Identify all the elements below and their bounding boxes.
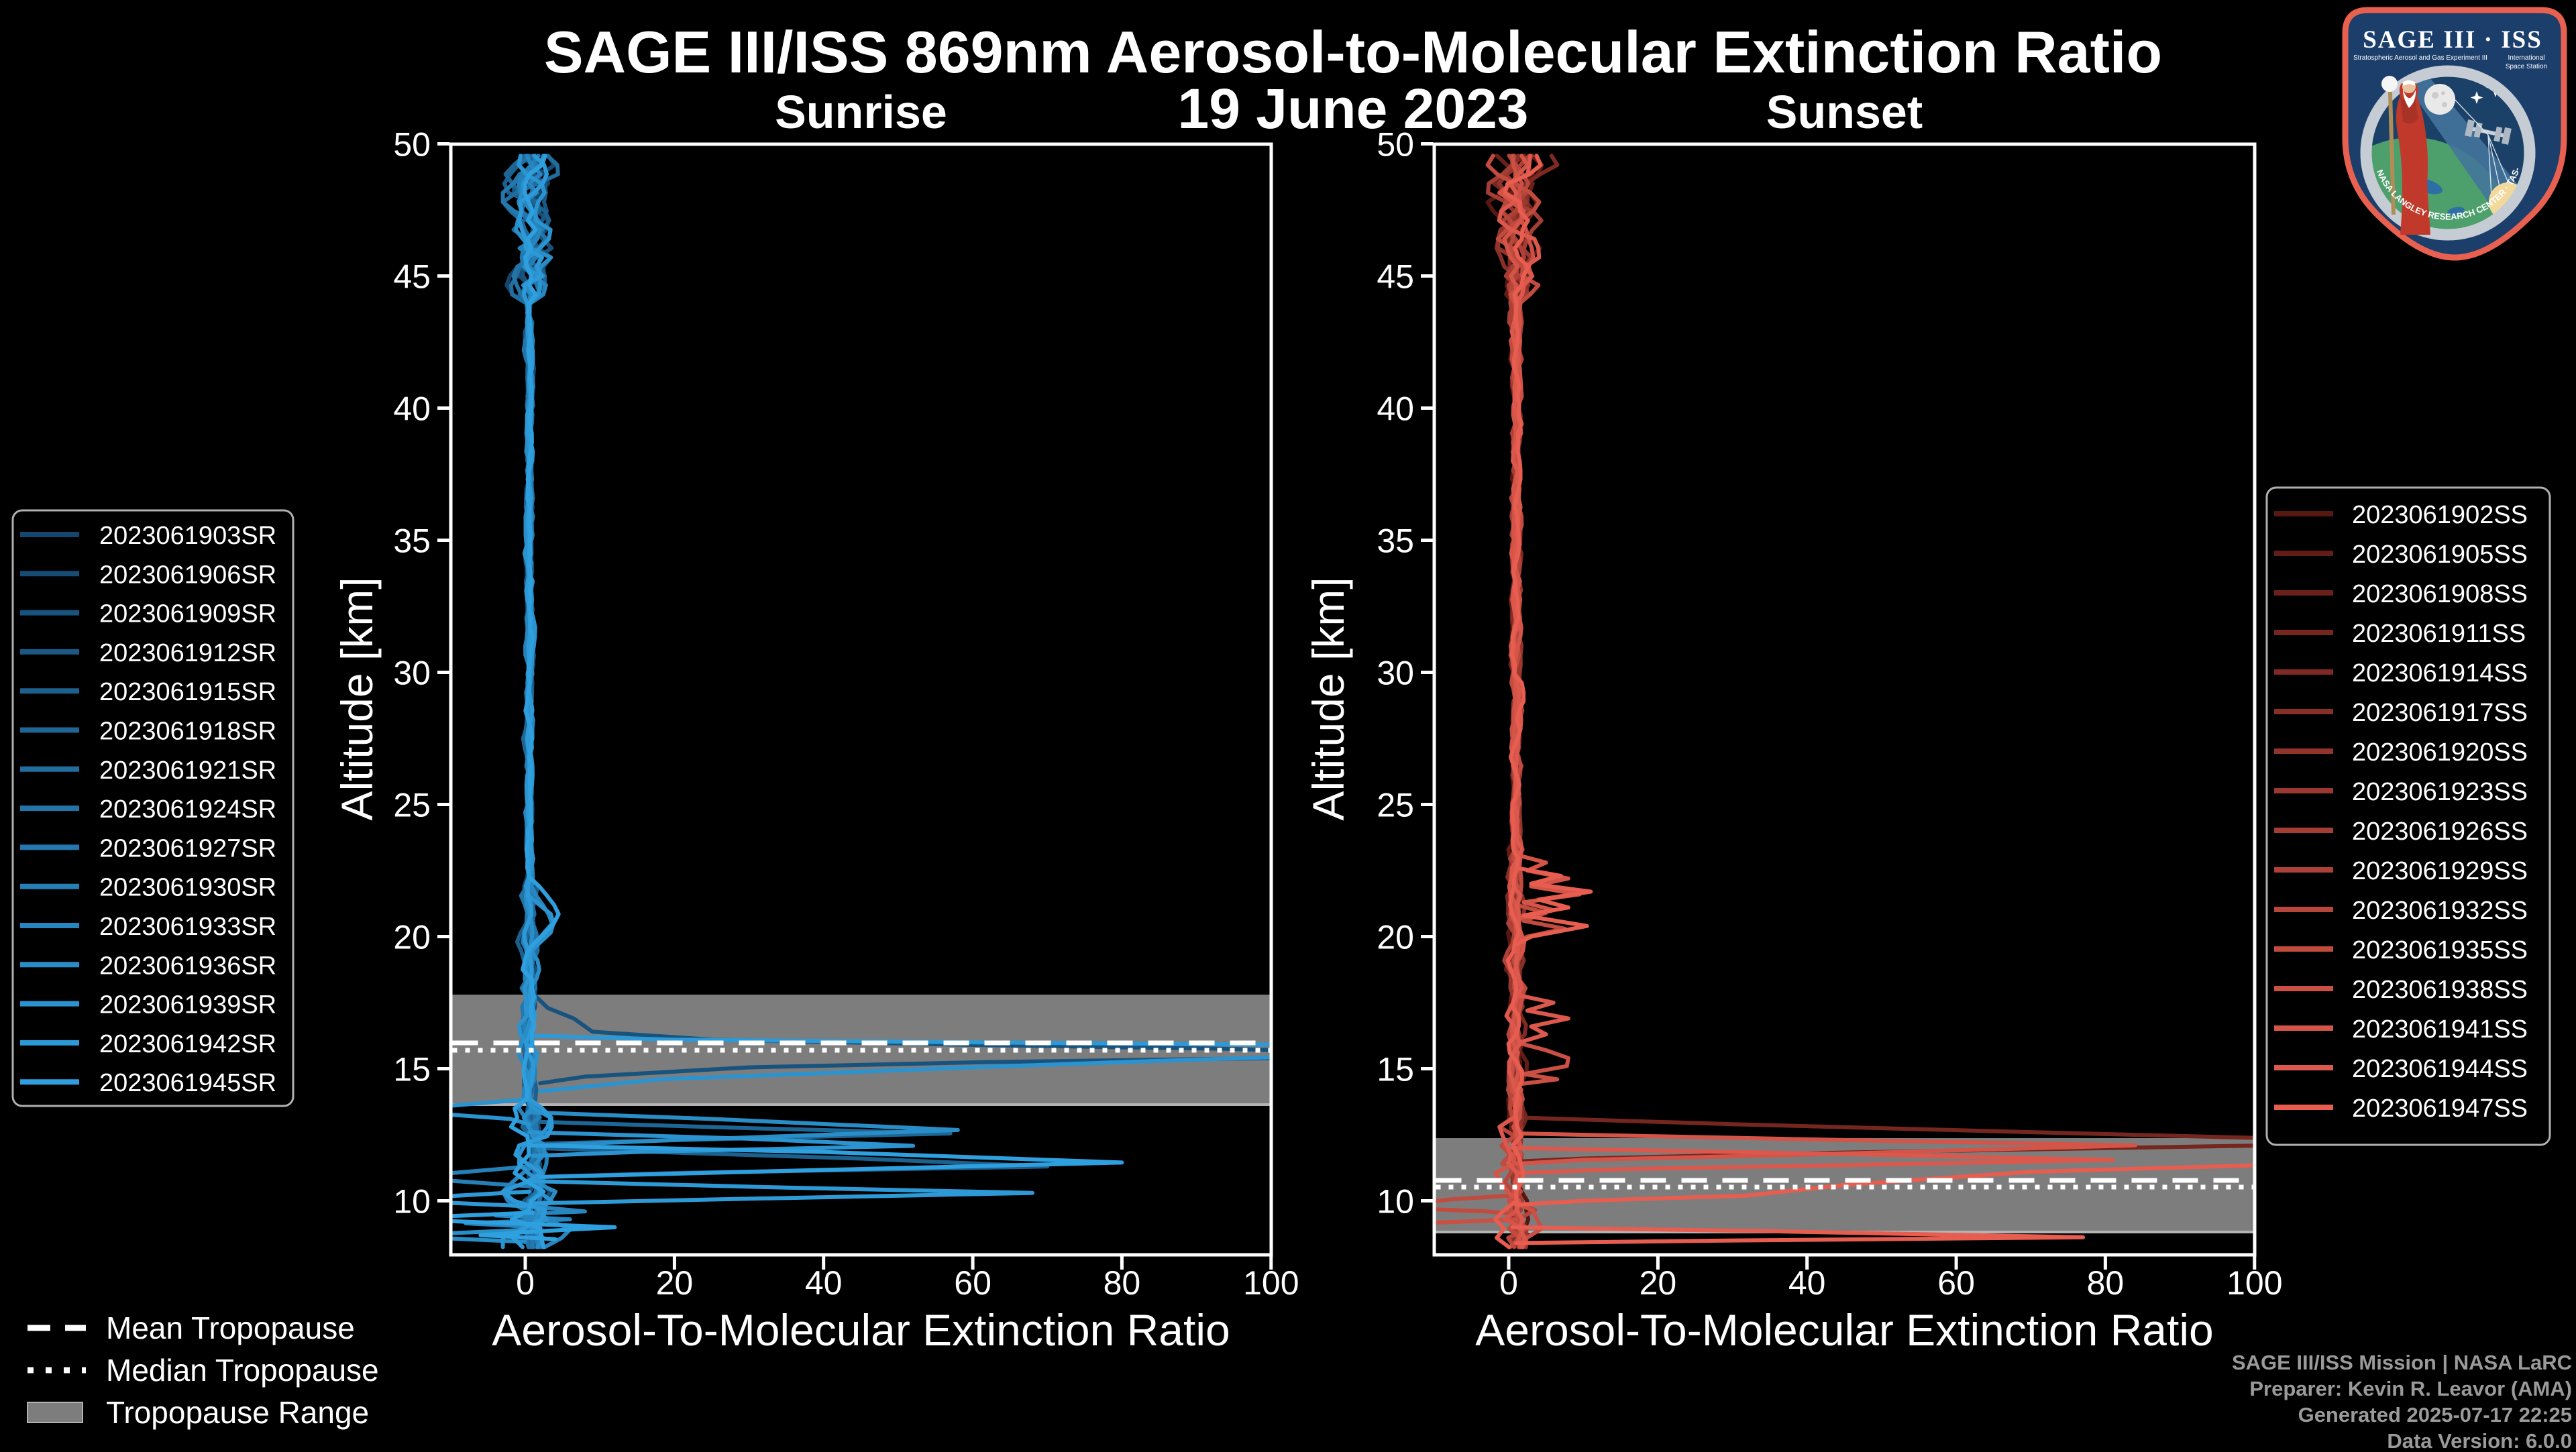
svg-text:20: 20 — [656, 1264, 694, 1302]
svg-text:2023061908SS: 2023061908SS — [2352, 580, 2528, 608]
svg-text:2023061926SS: 2023061926SS — [2352, 818, 2528, 846]
svg-text:40: 40 — [393, 390, 431, 428]
svg-text:2023061933SR: 2023061933SR — [99, 913, 276, 941]
svg-text:2023061905SS: 2023061905SS — [2352, 541, 2528, 569]
svg-text:19 June 2023: 19 June 2023 — [1177, 77, 1528, 140]
svg-text:0: 0 — [516, 1264, 535, 1302]
svg-text:SAGE III · ISS: SAGE III · ISS — [2363, 26, 2542, 54]
svg-text:Generated 2025-07-17 22:25: Generated 2025-07-17 22:25 — [2298, 1403, 2572, 1427]
svg-text:2023061944SS: 2023061944SS — [2352, 1055, 2528, 1083]
svg-text:2023061906SR: 2023061906SR — [99, 561, 276, 589]
svg-text:2023061941SS: 2023061941SS — [2352, 1015, 2528, 1044]
svg-text:2023061929SS: 2023061929SS — [2352, 857, 2528, 885]
svg-text:2023061930SR: 2023061930SR — [99, 874, 276, 902]
svg-text:2023061927SR: 2023061927SR — [99, 834, 276, 862]
svg-text:2023061902SS: 2023061902SS — [2352, 501, 2528, 529]
svg-text:2023061932SS: 2023061932SS — [2352, 897, 2528, 925]
svg-text:Sunrise: Sunrise — [775, 86, 947, 138]
svg-text:2023061939SR: 2023061939SR — [99, 991, 276, 1019]
svg-text:100: 100 — [2226, 1264, 2282, 1302]
svg-text:SAGE III/ISS 869nm Aerosol-to-: SAGE III/ISS 869nm Aerosol-to-Molecular … — [544, 19, 2162, 85]
svg-text:45: 45 — [393, 258, 431, 296]
svg-text:2023061923SS: 2023061923SS — [2352, 778, 2528, 806]
svg-text:Median Tropopause: Median Tropopause — [106, 1353, 379, 1388]
svg-text:30: 30 — [393, 655, 431, 692]
svg-text:60: 60 — [1937, 1264, 1975, 1302]
svg-text:2023061920SS: 2023061920SS — [2352, 738, 2528, 767]
svg-text:35: 35 — [393, 522, 431, 560]
svg-text:15: 15 — [393, 1051, 431, 1088]
svg-text:80: 80 — [1104, 1264, 1141, 1302]
svg-text:Stratospheric Aerosol and Gas: Stratospheric Aerosol and Gas Experiment… — [2353, 54, 2487, 62]
svg-text:45: 45 — [1377, 258, 1414, 296]
svg-text:25: 25 — [393, 787, 431, 824]
svg-text:Mean Tropopause: Mean Tropopause — [106, 1310, 355, 1345]
svg-text:2023061942SR: 2023061942SR — [99, 1030, 276, 1058]
svg-text:2023061917SS: 2023061917SS — [2352, 699, 2528, 727]
svg-text:2023061935SS: 2023061935SS — [2352, 936, 2528, 964]
svg-text:2023061936SR: 2023061936SR — [99, 952, 276, 980]
svg-text:2023061911SS: 2023061911SS — [2352, 620, 2526, 648]
svg-text:Aerosol-To-Molecular Extinctio: Aerosol-To-Molecular Extinction Ratio — [492, 1305, 1230, 1355]
svg-text:0: 0 — [1499, 1264, 1518, 1302]
svg-text:2023061924SR: 2023061924SR — [99, 795, 276, 824]
svg-text:2023061945SR: 2023061945SR — [99, 1069, 276, 1097]
svg-text:25: 25 — [1377, 787, 1414, 824]
svg-text:Altitude [km]: Altitude [km] — [1303, 577, 1353, 820]
svg-text:40: 40 — [1788, 1264, 1826, 1302]
svg-text:30: 30 — [1377, 655, 1414, 692]
svg-text:10: 10 — [1377, 1183, 1414, 1221]
svg-text:50: 50 — [393, 126, 431, 164]
svg-text:2023061915SR: 2023061915SR — [99, 678, 276, 706]
svg-text:2023061947SS: 2023061947SS — [2352, 1095, 2528, 1123]
svg-text:2023061921SR: 2023061921SR — [99, 757, 276, 785]
svg-text:Preparer: Kevin R. Leavor (AMA: Preparer: Kevin R. Leavor (AMA) — [2249, 1377, 2572, 1400]
svg-text:50: 50 — [1377, 126, 1414, 164]
svg-text:20: 20 — [393, 919, 431, 956]
svg-text:60: 60 — [954, 1264, 991, 1302]
svg-text:Altitude [km]: Altitude [km] — [332, 577, 382, 820]
svg-text:40: 40 — [1377, 390, 1414, 428]
svg-text:40: 40 — [805, 1264, 843, 1302]
svg-text:20: 20 — [1377, 919, 1414, 956]
svg-text:2023061918SR: 2023061918SR — [99, 718, 276, 746]
svg-text:Sunset: Sunset — [1766, 86, 1923, 138]
svg-text:Aerosol-To-Molecular Extinctio: Aerosol-To-Molecular Extinction Ratio — [1475, 1305, 2213, 1355]
svg-text:SAGE III/ISS Mission | NASA La: SAGE III/ISS Mission | NASA LaRC — [2232, 1351, 2572, 1374]
svg-text:Tropopause Range: Tropopause Range — [106, 1395, 369, 1430]
svg-text:Space Station: Space Station — [2506, 63, 2547, 70]
svg-text:Data Version: 6.0.0: Data Version: 6.0.0 — [2387, 1429, 2572, 1449]
svg-text:2023061909SR: 2023061909SR — [99, 600, 276, 628]
svg-text:2023061938SS: 2023061938SS — [2352, 976, 2528, 1004]
svg-text:100: 100 — [1243, 1264, 1299, 1302]
svg-text:35: 35 — [1377, 522, 1414, 560]
svg-text:International: International — [2508, 54, 2544, 62]
svg-text:80: 80 — [2087, 1264, 2125, 1302]
svg-text:2023061912SR: 2023061912SR — [99, 639, 276, 667]
svg-text:2023061914SS: 2023061914SS — [2352, 659, 2528, 687]
svg-text:2023061903SR: 2023061903SR — [99, 522, 276, 550]
svg-text:10: 10 — [393, 1183, 431, 1221]
svg-text:20: 20 — [1640, 1264, 1677, 1302]
svg-text:15: 15 — [1377, 1051, 1414, 1088]
